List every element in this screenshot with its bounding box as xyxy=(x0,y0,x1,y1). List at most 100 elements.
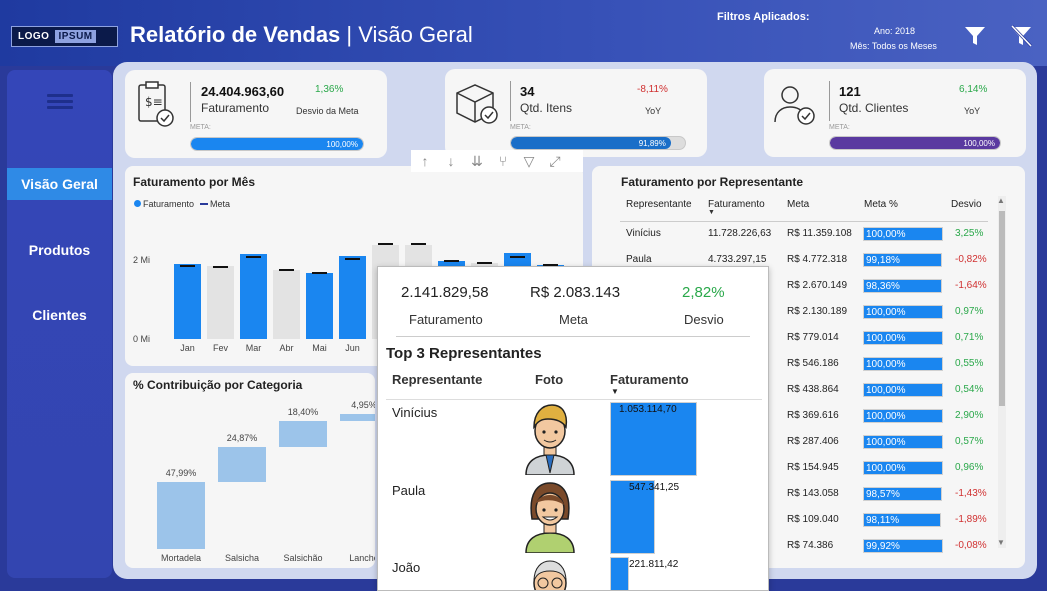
svg-text:$≡: $≡ xyxy=(145,95,163,109)
bar-mai[interactable] xyxy=(306,272,333,339)
meta-marker xyxy=(444,260,459,263)
menu-icon[interactable] xyxy=(47,94,73,112)
bar-salsichão[interactable] xyxy=(279,421,327,447)
rep-meta: R$ 143.058 xyxy=(787,488,839,499)
rep-meta: R$ 779.014 xyxy=(787,332,839,343)
meta-marker xyxy=(477,261,492,264)
tooltip-bar: 547.341,25 xyxy=(610,480,679,554)
filter-icon[interactable] xyxy=(963,24,987,48)
rep-faturamento: 11.728.226,63 xyxy=(708,228,772,239)
meta-marker xyxy=(246,256,261,259)
meta-marker xyxy=(378,243,393,246)
bar-mar[interactable] xyxy=(240,253,267,339)
kpi-pct: -8,11% xyxy=(637,84,668,95)
kpi-pct: 1,36% xyxy=(315,84,344,95)
x-tick: Mar xyxy=(245,343,262,353)
x-tick: Lanche xyxy=(349,553,375,563)
kpi-value: 34 xyxy=(520,84,535,99)
bar-mortadela[interactable] xyxy=(157,481,205,549)
visual-toolbar: ↑ ↓ ⇊ ⑂ ▽ ⤢ xyxy=(411,150,583,172)
meta-pct-bar: 100,00% xyxy=(863,383,943,397)
clear-filter-icon[interactable] xyxy=(1009,24,1033,48)
y-tick: 0 Mi xyxy=(133,334,151,344)
bar-abr[interactable] xyxy=(273,269,300,339)
col-header: Foto xyxy=(535,372,564,387)
meta-pct-bar: 100,00% xyxy=(863,305,943,319)
legend-dot-icon xyxy=(134,200,141,207)
meta-pct-bar: 98,11% xyxy=(863,513,942,527)
rep-desvio: -0,08% xyxy=(955,540,987,551)
meta-pct-bar: 100,00% xyxy=(863,461,943,475)
meta-label: META: xyxy=(510,124,531,131)
x-tick: Salsicha xyxy=(224,553,260,563)
focus-mode-icon[interactable]: ⤢ xyxy=(549,152,561,169)
tooltip-desvio-label: Desvio xyxy=(684,312,724,327)
tooltip-section-title: Top 3 Representantes xyxy=(386,345,542,362)
nav-produtos[interactable]: Produtos xyxy=(28,242,91,258)
meta-pct-bar: 99,18% xyxy=(863,253,943,267)
arrow-up-icon[interactable]: ↑ xyxy=(421,153,429,169)
kpi-value: 121 xyxy=(839,84,861,99)
fork-icon[interactable]: ⑂ xyxy=(498,153,508,169)
bar-jun[interactable] xyxy=(339,255,366,339)
avatar-man-icon xyxy=(525,404,575,475)
rep-desvio: 0,96% xyxy=(955,462,984,473)
bar-fev[interactable] xyxy=(207,265,234,339)
data-label: 4,95% xyxy=(351,400,375,411)
rep-meta: R$ 369.616 xyxy=(787,410,839,421)
meta-marker xyxy=(345,257,360,260)
x-tick: Fev xyxy=(212,343,228,353)
rep-desvio: 0,97% xyxy=(955,306,984,317)
kpi-card-clientes: 121 Qtd. Clientes 6,14% YoY META: 100,00… xyxy=(764,69,1026,157)
kpi-label: Qtd. Clientes xyxy=(839,101,909,115)
logo: LOGO IPSUM xyxy=(11,26,118,47)
scroll-down-icon[interactable]: ▼ xyxy=(997,538,1005,547)
col-header[interactable]: Representante xyxy=(626,199,692,210)
logo-text-a: LOGO xyxy=(18,31,50,42)
bar-lanche[interactable] xyxy=(340,414,375,422)
meta-pct-bar: 98,57% xyxy=(863,487,942,501)
chart-title: Faturamento por Mês xyxy=(133,175,256,189)
chart-contribuicao-categoria: % Contribuição por Categoria 47,99% Morta… xyxy=(125,373,375,568)
col-header[interactable]: Faturamento xyxy=(708,199,765,210)
invoice-icon: $≡ xyxy=(138,81,174,127)
kpi-card-itens: 34 Qtd. Itens -8,11% YoY META: 91,89% xyxy=(445,69,707,157)
user-check-icon xyxy=(774,86,815,125)
tooltip-meta-label: Meta xyxy=(559,312,588,327)
tooltip-desvio-value: 2,82% xyxy=(682,284,725,301)
chart-legend: Faturamento Meta xyxy=(134,199,230,209)
nav-visao-geral[interactable]: Visão Geral xyxy=(7,168,112,200)
bar-jan[interactable] xyxy=(174,264,201,339)
rep-desvio: 3,25% xyxy=(955,228,984,239)
nav-clientes[interactable]: Clientes xyxy=(32,307,87,323)
col-header[interactable]: Meta % xyxy=(864,199,898,210)
meta-marker xyxy=(213,266,228,269)
meta-pct-bar: 100,00% xyxy=(863,409,943,423)
rep-meta: R$ 438.864 xyxy=(787,384,839,395)
scroll-up-icon[interactable]: ▲ xyxy=(997,196,1005,205)
meta-pct-bar: 100,00% xyxy=(863,357,943,371)
scrollbar-thumb[interactable] xyxy=(999,211,1005,406)
rep-desvio: -1,64% xyxy=(955,280,987,291)
data-label: 47,99% xyxy=(165,467,197,478)
bar-salsicha[interactable] xyxy=(218,446,266,482)
tooltip-rep-name: Paula xyxy=(392,483,426,498)
sort-desc-icon: ▼ xyxy=(708,209,715,216)
meta-label: META: xyxy=(190,124,211,131)
meta-marker xyxy=(312,271,327,274)
meta-marker xyxy=(510,256,525,259)
kpi-pct-label: YoY xyxy=(645,106,662,116)
filter-icon[interactable]: ▽ xyxy=(523,152,535,169)
col-header[interactable]: Desvio xyxy=(951,199,982,210)
col-header[interactable]: Meta xyxy=(787,199,810,210)
page-title: Relatório de Vendas | Visão Geral xyxy=(130,22,473,47)
meta-progress-bar: 100,00% xyxy=(190,137,364,151)
meta-marker xyxy=(279,268,294,271)
double-arrow-down-icon[interactable]: ⇊ xyxy=(471,152,483,169)
rep-faturamento: 4.733.297,15 xyxy=(708,254,767,265)
arrow-down-icon[interactable]: ↓ xyxy=(447,153,455,169)
x-tick: Mortadela xyxy=(160,553,202,563)
table-scrollbar[interactable] xyxy=(998,196,1006,548)
avatar-elder-icon xyxy=(533,560,567,590)
tooltip-faturamento-value: 2.141.829,58 xyxy=(401,284,489,301)
